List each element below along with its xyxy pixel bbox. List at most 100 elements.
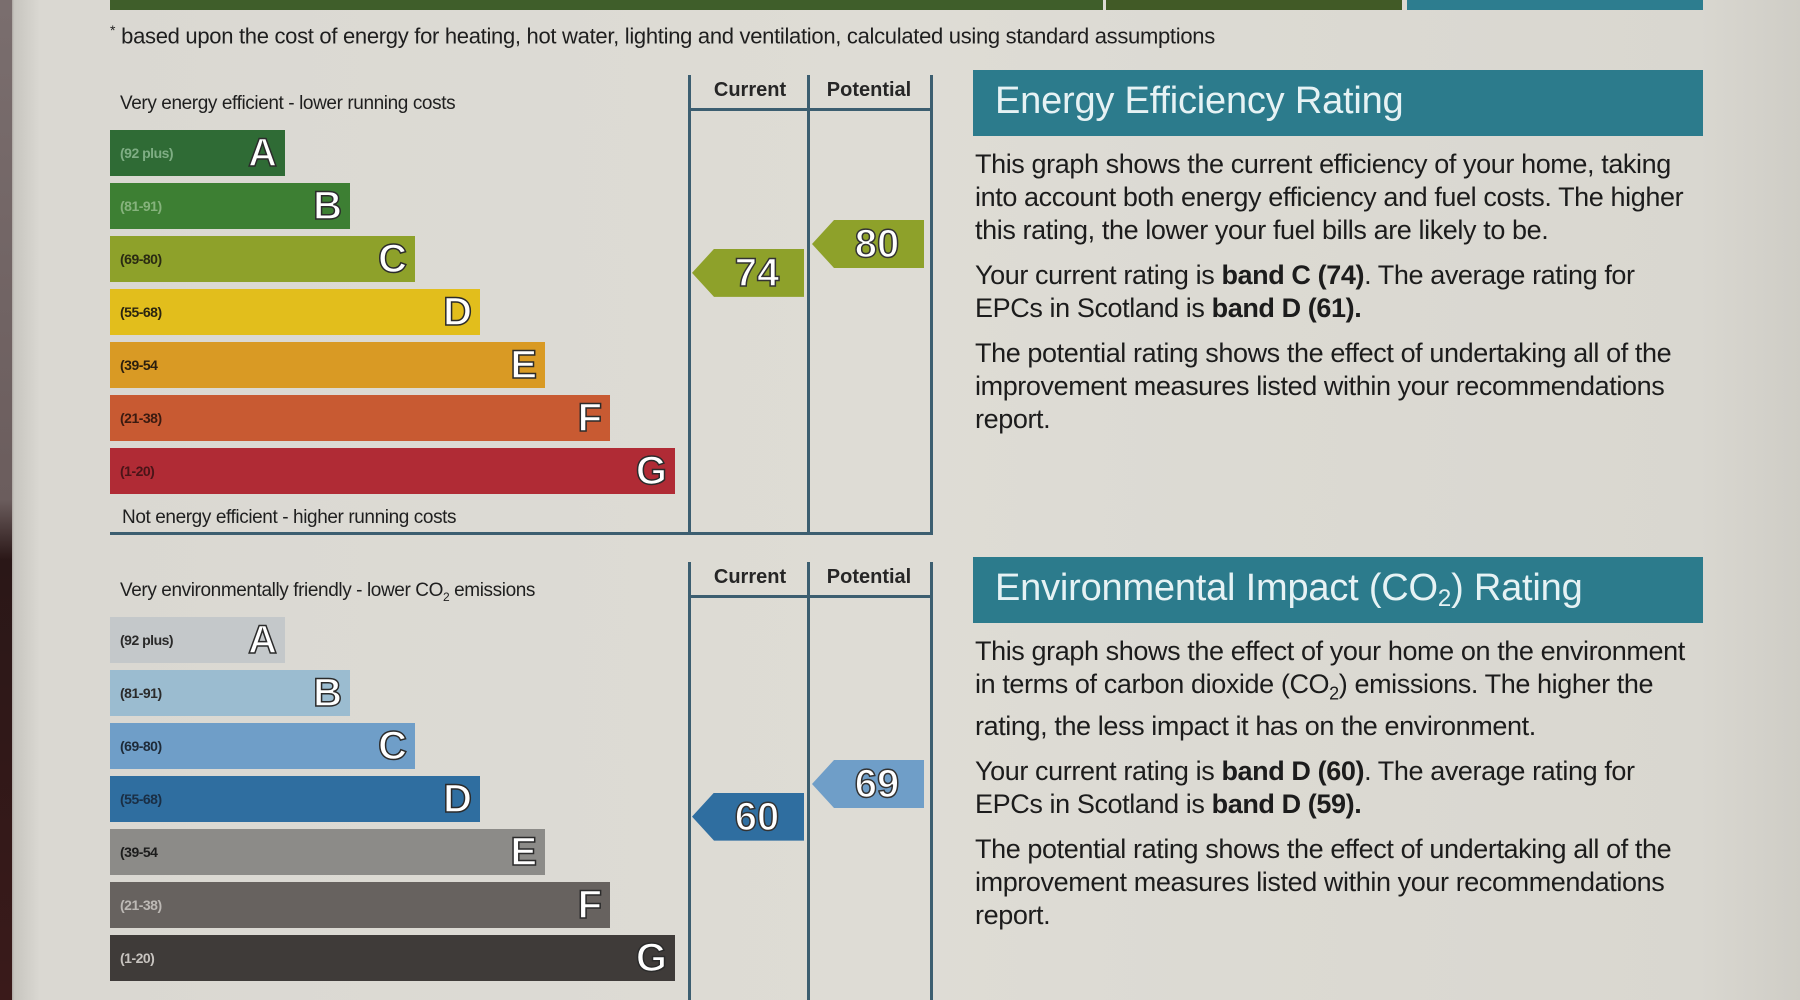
- band-range-label: (55-68): [120, 791, 162, 807]
- energy-bottom-label: Not energy efficient - higher running co…: [122, 507, 457, 528]
- energy-rating-columns: Current Potential 74 80: [110, 75, 933, 535]
- current-column-header: Current: [713, 566, 787, 588]
- column-divider: [807, 75, 810, 535]
- band-letter: B: [312, 671, 342, 715]
- current-band-text: band C (74): [1221, 260, 1365, 290]
- average-band-text: band D (59).: [1211, 789, 1362, 820]
- band-a: (92 plus) A: [110, 617, 285, 663]
- band-letter: A: [247, 618, 277, 662]
- energy-efficiency-panel: Energy Efficiency Rating This graph show…: [973, 70, 1703, 436]
- band-range-label: (69-80): [120, 251, 162, 267]
- footnote: * based upon the cost of energy for heati…: [110, 22, 1215, 49]
- energy-top-label: Very energy efficient - lower running co…: [120, 93, 456, 114]
- text-fragment: . The average rating for EPCs in Scotlan…: [975, 260, 1635, 323]
- potential-column-header: Potential: [826, 79, 912, 101]
- band-g: (1-20) G: [110, 448, 675, 494]
- band-range-label: (21-38): [120, 410, 162, 426]
- env-panel-potential-note: The potential rating shows the effect of…: [975, 834, 1672, 931]
- column-divider: [807, 562, 810, 1000]
- env-potential-value: 69: [854, 762, 900, 806]
- text-fragment: . The average rating for EPCs in Scotlan…: [975, 756, 1635, 820]
- energy-panel-potential-note: The potential rating shows the effect of…: [975, 338, 1672, 434]
- energy-efficiency-chart: Very energy efficient - lower running co…: [110, 75, 935, 535]
- band-b: (81-91) B: [110, 670, 350, 716]
- band-range-label: (92 plus): [120, 632, 174, 648]
- band-range-label: (92 plus): [120, 145, 174, 161]
- band-range-label: (39-54: [120, 357, 158, 373]
- text-fragment: Your current rating is: [975, 260, 1222, 290]
- footnote-text: based upon the cost of energy for heatin…: [121, 23, 1215, 49]
- band-letter: E: [510, 830, 538, 874]
- band-g: (1-20) G: [110, 935, 675, 981]
- env-current-arrow: 60: [692, 792, 804, 841]
- energy-current-arrow: 74: [692, 248, 804, 297]
- band-range-label: (81-91): [120, 198, 162, 214]
- env-potential-arrow: 69: [812, 760, 924, 808]
- top-bar-green-2: [1106, 0, 1402, 10]
- band-e: (39-54 E: [110, 829, 545, 875]
- band-range-label: (1-20): [120, 950, 155, 966]
- band-letter: G: [635, 936, 668, 980]
- band-letter: E: [510, 343, 538, 387]
- env-panel-current-rating: Your current rating is band D (60). The …: [973, 755, 1703, 821]
- potential-column-header: Potential: [826, 566, 912, 588]
- band-letter: G: [635, 449, 668, 493]
- env-top-label-text-end: emissions: [449, 580, 535, 601]
- band-range-label: (21-38): [120, 897, 162, 913]
- average-band-text: band D (61).: [1211, 293, 1362, 323]
- column-divider: [688, 75, 691, 535]
- band-letter: C: [377, 724, 407, 768]
- top-color-bars: [110, 0, 1703, 10]
- band-e: (39-54 E: [110, 342, 545, 388]
- column-divider: [930, 75, 933, 535]
- energy-panel-current-rating: Your current rating is band C (74). The …: [973, 259, 1703, 325]
- column-divider: [930, 562, 933, 1000]
- env-panel-title: Environmental Impact (CO2) Rating: [973, 557, 1703, 623]
- top-bar-green-1: [110, 0, 1103, 10]
- band-c: (69-80) C: [110, 236, 415, 282]
- env-panel-description: This graph shows the effect of your home…: [973, 635, 1703, 743]
- energy-panel-title: Energy Efficiency Rating: [973, 70, 1703, 136]
- band-letter: B: [312, 184, 342, 228]
- energy-potential-value: 80: [854, 222, 900, 266]
- band-range-label: (39-54: [120, 844, 158, 860]
- text-subscript: 2: [1329, 683, 1339, 704]
- column-header-rule: [688, 595, 933, 598]
- band-f: (21-38) F: [110, 882, 610, 928]
- environmental-impact-panel: Environmental Impact (CO2) Rating This g…: [973, 557, 1703, 932]
- band-letter: D: [442, 290, 472, 334]
- title-fragment: Environmental Impact (CO: [995, 567, 1438, 609]
- current-column-header: Current: [713, 79, 787, 101]
- energy-potential-arrow: 80: [812, 220, 924, 268]
- env-top-label-subscript: 2: [442, 589, 450, 604]
- band-d: (55-68) D: [110, 776, 480, 822]
- band-letter: C: [377, 237, 407, 281]
- env-current-value: 60: [734, 794, 780, 839]
- band-f: (21-38) F: [110, 395, 610, 441]
- band-range-label: (55-68): [120, 304, 162, 320]
- env-top-label: Very environmentally friendly - lower CO…: [120, 580, 535, 604]
- chart-bottom-rule: [110, 532, 933, 535]
- text-fragment: This graph shows the effect of your home…: [975, 636, 1685, 699]
- environmental-impact-chart: Very environmentally friendly - lower CO…: [110, 562, 935, 1000]
- energy-panel-description: This graph shows the current efficiency …: [975, 149, 1684, 245]
- band-letter: A: [247, 131, 277, 175]
- current-band-text: band D (60): [1221, 756, 1365, 787]
- text-fragment: Your current rating is: [975, 756, 1222, 787]
- energy-current-value: 74: [734, 250, 780, 295]
- top-bar-teal: [1407, 0, 1703, 10]
- env-top-label-text: Very environmentally friendly - lower CO: [120, 580, 443, 601]
- band-range-label: (1-20): [120, 463, 155, 479]
- text-fragment: ) emissions. The higher the rating, the …: [975, 669, 1654, 742]
- env-rating-columns: Current Potential 60 69: [688, 562, 933, 1000]
- band-range-label: (69-80): [120, 738, 162, 754]
- band-c: (69-80) C: [110, 723, 415, 769]
- page-edge-shadow: [0, 0, 12, 1000]
- title-subscript: 2: [1437, 585, 1452, 612]
- footnote-marker: *: [110, 22, 116, 38]
- title-fragment: ) Rating: [1451, 567, 1583, 609]
- band-letter: F: [577, 396, 603, 440]
- band-d: (55-68) D: [110, 289, 480, 335]
- column-header-rule: [688, 108, 933, 111]
- band-a: (92 plus) A: [110, 130, 285, 176]
